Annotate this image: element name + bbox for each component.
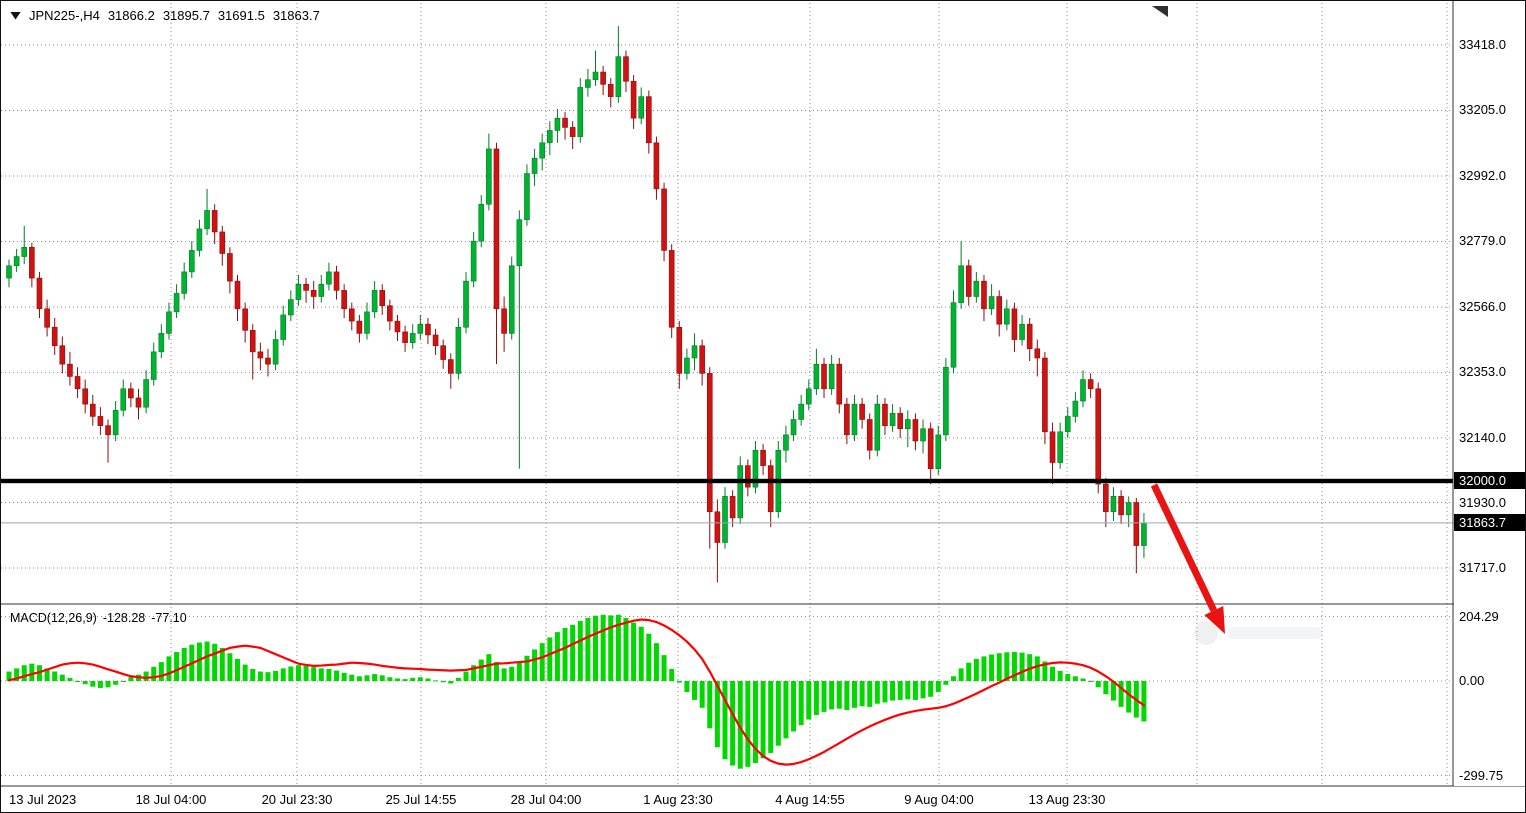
ohlc-high: 31895.7	[162, 8, 210, 23]
gridlines	[1, 3, 1453, 786]
macd-axis-label: 0.00	[1459, 673, 1485, 688]
macd-axis-label: -299.75	[1459, 767, 1504, 783]
watermark-text-blur	[1227, 627, 1322, 639]
ohlc-open: 31866.2	[107, 8, 155, 23]
macd-histogram	[6, 614, 1147, 769]
time-axis-label: 18 Jul 04:00	[135, 792, 207, 807]
price-axis-label: 32140.0	[1459, 429, 1506, 445]
time-axis-label: 28 Jul 04:00	[510, 792, 582, 807]
candlesticks	[6, 25, 1147, 583]
macd-name: MACD(12,26,9)	[10, 611, 97, 625]
trend-arrow-line[interactable]	[1150, 483, 1217, 613]
current-price-tag: 31863.7	[1454, 514, 1525, 532]
time-axis-label: 20 Jul 23:30	[261, 792, 333, 807]
price-axis-label: 32779.0	[1459, 233, 1506, 249]
time-axis-label: 25 Jul 14:55	[385, 792, 457, 807]
price-axis-label: 31717.0	[1459, 560, 1506, 575]
macd-indicator-label: MACD(12,26,9) -128.28 -77.10	[10, 611, 187, 625]
time-axis-label: 9 Aug 04:00	[904, 792, 974, 807]
time-axis-label: 1 Aug 23:30	[643, 792, 713, 807]
macd-signal-value: -77.10	[151, 611, 187, 625]
trend-arrow[interactable]	[1150, 483, 1225, 634]
watermark-logo-icon	[1194, 621, 1218, 645]
price-axis-label: 32992.0	[1459, 167, 1506, 183]
symbol-dropdown-icon[interactable]	[10, 11, 21, 20]
ohlc-close: 31863.7	[272, 8, 320, 23]
time-axis-label: 4 Aug 14:55	[775, 792, 845, 807]
price-axis-label: 33418.0	[1459, 37, 1506, 52]
time-axis-label: 13 Aug 23:30	[1028, 792, 1106, 807]
price-axis[interactable]: 33418.0 33205.0 32992.0 32779.0 32566.0 32353…	[1454, 1, 1525, 786]
ohlc-low: 31691.5	[217, 8, 265, 23]
macd-signal-line	[7, 618, 1146, 766]
broker-watermark	[1194, 617, 1344, 649]
time-axis[interactable]: 13 Jul 2023 18 Jul 04:00 20 Jul 23:30 25 Ju…	[1, 787, 1525, 812]
price-axis-label: 32353.0	[1459, 364, 1506, 380]
price-axis-label: 33205.0	[1459, 102, 1506, 118]
trend-arrow-head[interactable]	[1204, 606, 1225, 634]
macd-axis-label: 204.29	[1459, 608, 1499, 624]
price-axis-label: 31930.0	[1459, 494, 1506, 510]
symbol-period-label: JPN225-,H4	[29, 8, 100, 23]
time-axis-label: 13 Jul 2023	[9, 792, 77, 807]
level-price-tag: 32000.0	[1454, 472, 1525, 490]
macd-main-value: -128.28	[102, 611, 146, 625]
chart-shift-marker[interactable]	[1152, 6, 1168, 17]
chart-title: JPN225-,H4 31866.2 31895.7 31691.5 31863…	[10, 8, 320, 23]
horizontal-level-line[interactable]	[1, 478, 1453, 484]
price-axis-label: 32566.0	[1459, 298, 1506, 314]
